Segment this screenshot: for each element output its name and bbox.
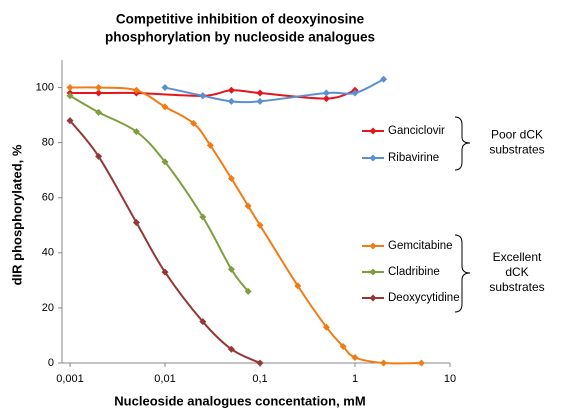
series-line [69,86,422,365]
marker [190,119,198,127]
legend-label: Cladribine [388,266,440,278]
marker [227,174,235,182]
annotation: Poor dCK [491,128,543,142]
marker [256,359,264,367]
marker [256,97,264,105]
y-tick-label: 20 [42,302,54,314]
marker [132,128,140,136]
y-tick-label: 100 [36,81,54,93]
y-tick-label: 60 [42,192,54,204]
marker [322,89,330,97]
legend-marker [369,242,377,250]
legend-marker [369,154,377,162]
bracket [454,116,471,171]
marker [66,84,74,92]
marker [132,86,140,94]
marker [417,359,425,367]
marker [161,84,169,92]
chart-title: Competitive inhibition of deoxyinosine [116,12,365,27]
legend-marker [369,268,377,276]
y-tick-label: 0 [48,357,54,369]
marker [322,323,330,331]
bracket [454,234,471,313]
marker [322,95,330,103]
marker [256,221,264,229]
legend-marker [369,294,377,302]
legend-label: Deoxycytidine [388,292,460,304]
marker [339,342,347,350]
marker [199,92,207,100]
y-tick-label: 40 [42,247,54,259]
legend-label: Ribavirine [388,152,439,164]
x-tick-label: 10 [444,373,456,385]
marker [95,152,103,160]
series-line [164,78,385,104]
marker [256,89,264,97]
x-axis-label: Nucleoside analogues concentation, mM [114,393,365,408]
marker [351,353,359,361]
marker [294,282,302,290]
marker [206,141,214,149]
annotation: substrates [489,280,544,294]
series-line [70,89,356,100]
y-tick-label: 80 [42,137,54,149]
chart-title: phosphorylation by nucleoside analogues [105,30,375,45]
legend-label: Gemcitabine [388,240,453,252]
marker [351,89,359,97]
marker [199,213,207,221]
marker [66,92,74,100]
legend-marker [369,127,377,135]
marker [66,117,74,125]
marker [95,89,103,97]
annotation: substrates [489,143,544,157]
marker [95,108,103,116]
legend-label: Ganciclovir [388,125,445,137]
x-tick-label: 0,1 [252,373,267,385]
x-tick-label: 1 [352,373,358,385]
marker [380,75,388,83]
x-tick-label: 0,001 [56,373,84,385]
marker [199,318,207,326]
marker [161,158,169,166]
annotation: dCK [505,265,528,279]
marker [132,219,140,227]
marker [161,103,169,111]
marker [227,97,235,105]
marker [227,86,235,94]
x-tick-label: 0,01 [154,373,175,385]
marker [380,359,388,367]
marker [161,268,169,276]
marker [227,265,235,273]
marker [227,345,235,353]
marker [95,84,103,92]
marker [244,287,252,295]
marker [244,202,252,210]
y-axis-label: dIR phosphorylated, % [9,144,24,285]
annotation: Excellent [493,250,542,264]
